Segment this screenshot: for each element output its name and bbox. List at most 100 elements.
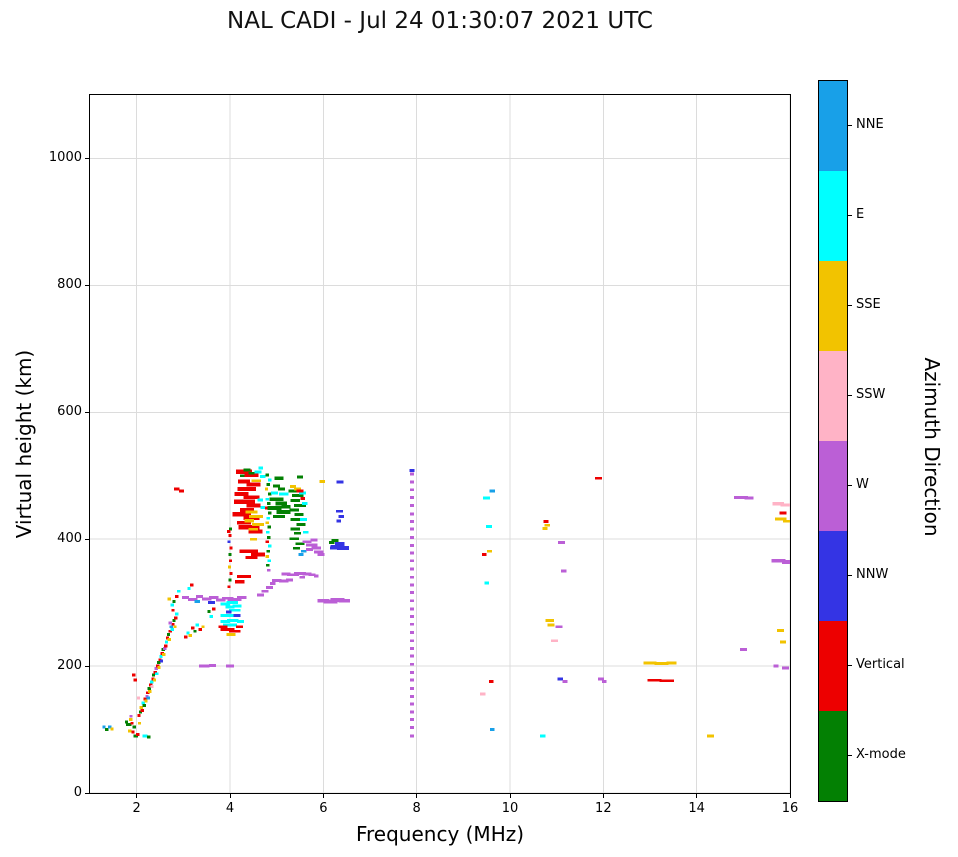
data-point-ssw [550, 639, 558, 643]
data-point-x-mode [243, 468, 251, 472]
data-point-w [168, 621, 172, 625]
data-point-x-mode [105, 728, 109, 731]
data-point-w [410, 551, 414, 555]
colorbar-segment-nne [819, 81, 847, 171]
data-point-w [734, 495, 748, 499]
data-point-e [259, 474, 266, 478]
data-point-x-mode [228, 527, 233, 531]
data-point-x-mode [291, 493, 304, 497]
data-point-e [300, 518, 308, 521]
data-point-e [177, 589, 181, 593]
data-point-nne [300, 549, 307, 553]
data-point-nnw [225, 610, 232, 614]
data-point-w [237, 596, 247, 599]
data-point-w [410, 734, 414, 738]
data-point-w [410, 591, 414, 594]
data-point-vertical [146, 691, 150, 695]
data-point-w [410, 480, 414, 484]
data-point-x-mode [273, 484, 281, 488]
colorbar-segment-x-mode [819, 711, 847, 801]
data-point-w [188, 598, 198, 601]
data-point-w [305, 543, 318, 547]
data-point-e [265, 497, 269, 501]
data-point-w [410, 662, 414, 666]
colorbar-segment-e [819, 171, 847, 261]
data-point-sse [137, 721, 142, 725]
x-tick-label: 10 [501, 801, 519, 816]
data-point-vertical [245, 556, 258, 560]
data-point-e [539, 734, 546, 738]
data-point-sse [144, 699, 148, 703]
y-tick-label: 400 [57, 531, 82, 547]
data-point-w [272, 579, 282, 582]
data-point-x-mode [142, 704, 146, 707]
data-point-x-mode [268, 492, 272, 496]
x-axis-tick [602, 794, 604, 798]
data-point-w [410, 607, 414, 611]
data-point-vertical [237, 520, 251, 525]
data-point-w [308, 573, 316, 577]
data-point-w [410, 726, 414, 730]
data-point-e [260, 506, 265, 509]
data-point-e [301, 502, 308, 506]
data-point-e [164, 640, 169, 644]
data-point-ssw [772, 502, 785, 506]
data-point-vertical [228, 559, 233, 563]
data-point-w [305, 547, 313, 551]
data-point-sse [290, 485, 296, 488]
y-axis-tick [85, 792, 89, 794]
data-point-e [150, 680, 154, 684]
data-point-w [311, 546, 321, 550]
data-point-w [154, 667, 158, 671]
data-point-vertical [489, 679, 494, 683]
data-point-sse [264, 487, 269, 491]
data-point-vertical [659, 679, 675, 682]
data-point-w [410, 512, 414, 516]
data-point-sse [128, 729, 132, 733]
data-point-sse [319, 480, 326, 483]
data-point-sse [162, 653, 166, 657]
y-axis-tick [85, 411, 89, 413]
data-point-w [781, 560, 790, 564]
data-point-nnw [227, 540, 231, 544]
data-point-w [744, 496, 754, 500]
data-point-e [484, 581, 489, 585]
data-point-sse [249, 514, 264, 518]
data-point-vertical [227, 530, 231, 533]
data-point-vertical [191, 626, 195, 630]
data-point-e [226, 601, 239, 605]
x-tick-label: 6 [319, 801, 328, 816]
data-point-x-mode [248, 471, 255, 475]
data-point-w [410, 646, 414, 650]
data-point-sse [167, 597, 171, 601]
x-tick-label: 4 [225, 801, 235, 816]
data-point-ssw [150, 685, 154, 688]
data-point-w [781, 666, 789, 670]
data-point-e [159, 655, 163, 658]
data-point-nnw [336, 480, 344, 484]
data-point-vertical [179, 489, 184, 493]
data-point-sse [265, 521, 269, 525]
data-point-vertical [136, 733, 140, 737]
x-tick-label: 16 [781, 801, 799, 816]
data-point-nne [194, 599, 201, 603]
data-point-e [141, 701, 145, 705]
colorbar-category-label: NNE [856, 117, 884, 132]
data-point-vertical [248, 529, 263, 534]
data-point-w [310, 538, 318, 542]
data-point-vertical [165, 636, 170, 640]
data-point-vertical [184, 635, 188, 639]
data-point-w [410, 631, 414, 634]
x-axis-tick [696, 794, 698, 798]
data-point-vertical [244, 473, 259, 477]
y-axis-tick [85, 157, 89, 159]
data-point-nne [489, 728, 495, 731]
data-point-sse [544, 523, 551, 527]
colorbar-tick [848, 574, 852, 576]
data-point-w [410, 520, 414, 523]
data-point-x-mode [166, 632, 171, 636]
data-point-sse [643, 661, 657, 665]
data-point-e [175, 612, 179, 616]
data-point-w [410, 686, 414, 690]
colorbar-segment-vertical [819, 621, 847, 711]
